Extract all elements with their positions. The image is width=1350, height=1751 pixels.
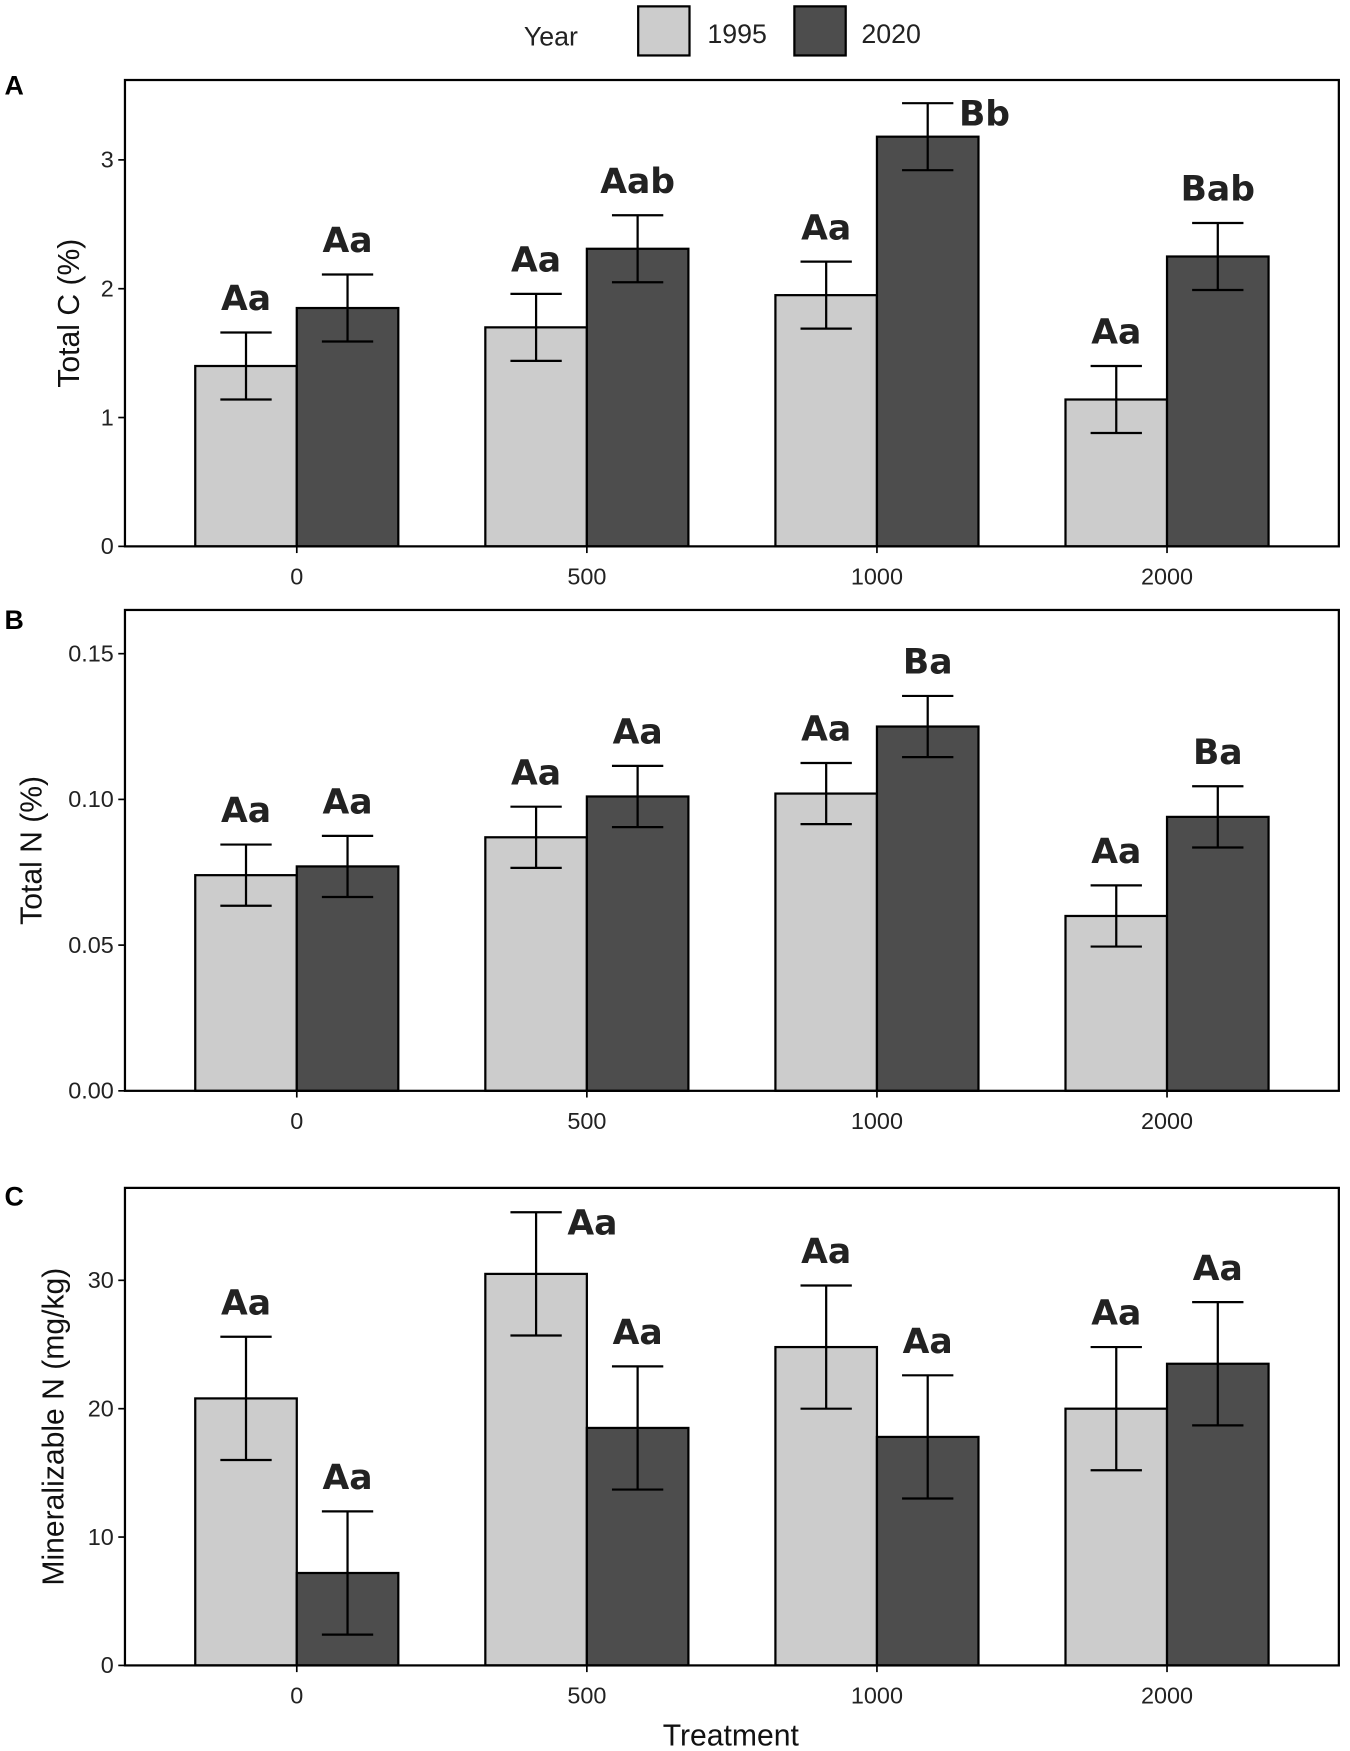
legend-title: Year: [524, 21, 578, 51]
significance-label: Aa: [567, 1204, 617, 1244]
y-tick-label: 10: [88, 1524, 114, 1550]
bar-2020-500: [585, 247, 690, 548]
significance-label: Aa: [903, 1322, 953, 1362]
y-tick-label: 0: [101, 533, 114, 559]
legend-swatch-1995: [637, 5, 691, 57]
significance-label: Aa: [322, 783, 372, 823]
y-tick-label: 3: [101, 147, 114, 173]
y-tick-label: 1: [101, 404, 114, 430]
significance-label: Aa: [613, 713, 663, 753]
y-tick-label: 0.05: [68, 932, 114, 958]
legend-label-1995: 1995: [707, 19, 767, 49]
significance-label: Aa: [1193, 1249, 1243, 1289]
significance-label: Aa: [613, 1313, 663, 1353]
legend: Year 1995 2020: [524, 5, 921, 57]
significance-label: Aa: [322, 1458, 372, 1498]
significance-label: Aa: [1091, 832, 1141, 872]
bar-1995-1000: [774, 792, 879, 1092]
x-tick-label: 0: [290, 1682, 303, 1708]
bar-1995-500: [484, 836, 588, 1092]
x-tick-label: 0: [290, 1108, 303, 1134]
x-axis-title: Treatment: [663, 1720, 800, 1751]
panel-C: C 0 10 20 30 Mineralizable N (mg/kg) Aa Aa Aa Aa A…: [4, 1182, 1340, 1751]
bar-2020-0: [295, 865, 400, 1092]
x-tick-label: 1000: [851, 1682, 903, 1708]
x-tick-label: 500: [567, 563, 606, 589]
significance-label: Aa: [221, 791, 271, 831]
y-axis-title: Mineralizable N (mg/kg): [38, 1268, 71, 1586]
significance-label: Aa: [801, 1232, 851, 1272]
bar-1995-1000: [774, 294, 879, 548]
bar-2020-1000: [875, 135, 980, 548]
significance-label: Bab: [1181, 170, 1255, 210]
significance-label: Aa: [511, 241, 561, 281]
significance-label: Ba: [1193, 733, 1243, 773]
x-tick-label: 2000: [1141, 1682, 1193, 1708]
significance-label: Aab: [600, 162, 675, 202]
legend-label-2020: 2020: [861, 19, 921, 49]
panel-label: A: [4, 71, 23, 101]
bar-1995-0: [194, 874, 298, 1092]
significance-label: Aa: [322, 221, 372, 261]
significance-label: Aa: [1091, 1294, 1141, 1334]
significance-label: Aa: [801, 710, 851, 750]
y-tick-label: 2: [101, 276, 114, 302]
x-tick-label: 500: [567, 1108, 606, 1134]
x-tick-label: 500: [567, 1682, 606, 1708]
plot-frame: [123, 608, 1340, 1092]
x-tick-label: 1000: [851, 563, 903, 589]
x-tick-label: 2000: [1141, 563, 1193, 589]
bar-2020-500: [585, 795, 690, 1092]
significance-label: Ba: [903, 643, 953, 683]
y-tick-label: 30: [88, 1267, 114, 1293]
panel-label: B: [4, 605, 23, 635]
y-axis-title: Total C (%): [53, 239, 86, 388]
y-tick-label: 0.00: [68, 1078, 114, 1104]
y-tick-label: 0: [101, 1652, 114, 1678]
panel-A: A 0 1 2 3 Total C (%) Aa Aa Aa Aa Aa Aab Bb Bab 0 500 10…: [4, 71, 1340, 589]
plot-frame: [123, 1186, 1340, 1667]
significance-label: Aa: [801, 208, 851, 248]
x-tick-label: 1000: [851, 1108, 903, 1134]
y-axis-title: Total N (%): [15, 776, 48, 925]
significance-label: Aa: [221, 1283, 271, 1323]
panel-B: B 0.00 0.05 0.10 0.15 Total N (%) Aa Aa Aa Aa Aa Aa…: [4, 605, 1340, 1134]
legend-swatch-2020: [793, 5, 847, 57]
bar-2020-2000: [1165, 815, 1270, 1092]
bar-2020-1000: [875, 725, 980, 1092]
bar-1995-500: [484, 326, 588, 548]
significance-label: Aa: [221, 279, 271, 319]
y-tick-label: 0.15: [68, 640, 114, 666]
y-tick-label: 0.10: [68, 786, 114, 812]
significance-label: Aa: [1091, 313, 1141, 353]
panel-label: C: [4, 1182, 23, 1212]
x-tick-label: 0: [290, 563, 303, 589]
y-tick-label: 20: [88, 1395, 114, 1421]
significance-label: Bb: [959, 95, 1010, 135]
bar-2020-2000: [1165, 255, 1270, 548]
x-tick-label: 2000: [1141, 1108, 1193, 1134]
plot-frame: [123, 78, 1340, 548]
bar-2020-0: [295, 306, 400, 548]
bar-1995-500: [484, 1272, 588, 1667]
significance-label: Aa: [511, 753, 561, 793]
